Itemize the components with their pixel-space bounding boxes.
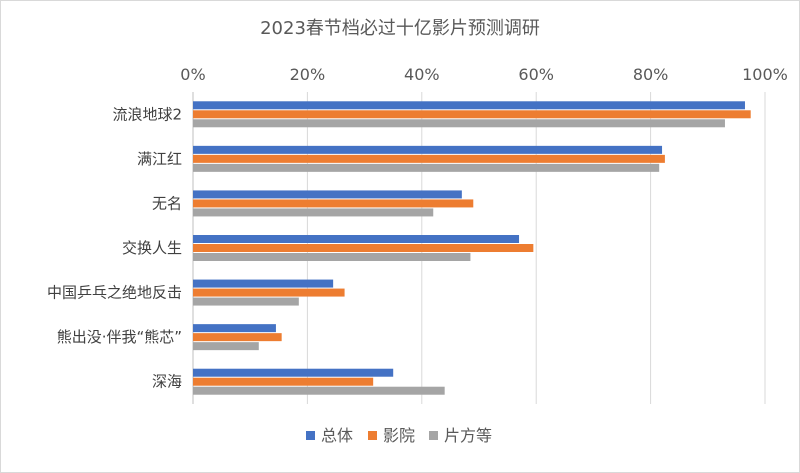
legend-label: 总体 <box>321 426 353 445</box>
x-axis-tick-labels: 0% 20% 40% 60% 80% 100% <box>180 65 788 84</box>
x-tick-label: 100% <box>742 65 788 84</box>
bar <box>193 279 334 288</box>
bar <box>193 235 520 243</box>
category-label: 熊出没·伴我“熊芯” <box>57 328 182 346</box>
bar <box>193 297 299 306</box>
x-tick-label: 20% <box>290 65 326 84</box>
bar <box>193 154 665 163</box>
bars <box>193 101 751 395</box>
bar <box>193 377 374 386</box>
x-tick-label: 0% <box>180 65 205 84</box>
category-label: 深海 <box>152 373 182 391</box>
bar <box>193 119 725 128</box>
legend-label: 片方等 <box>444 426 492 445</box>
bar <box>193 288 345 297</box>
bar <box>193 163 660 172</box>
x-tick-label: 40% <box>404 65 440 84</box>
gridlines <box>192 92 766 404</box>
bar <box>193 101 745 110</box>
bar <box>193 110 751 119</box>
x-tick-label: 80% <box>633 65 669 84</box>
x-tick-label: 60% <box>518 65 554 84</box>
bar <box>193 244 534 252</box>
bar <box>193 208 434 217</box>
chart-title: 2023春节档必过十亿影片预测调研 <box>260 18 540 39</box>
category-label: 无名 <box>152 194 182 212</box>
category-label: 流浪地球2 <box>112 105 182 123</box>
bar <box>193 368 394 377</box>
category-label: 满江红 <box>137 150 182 168</box>
bar <box>193 145 663 154</box>
legend-swatch <box>306 431 315 440</box>
category-label: 交换人生 <box>122 239 182 257</box>
bar <box>193 333 282 342</box>
category-label: 中国乒乓之绝地反击 <box>47 284 182 302</box>
legend-label: 影院 <box>383 426 415 445</box>
legend-swatch <box>429 431 438 440</box>
legend: 总体 影院 片方等 <box>306 426 492 445</box>
bar <box>193 190 462 199</box>
legend-swatch <box>368 431 377 440</box>
bar <box>193 253 471 261</box>
bar <box>193 386 445 395</box>
bar <box>193 324 276 333</box>
bar <box>193 342 259 351</box>
bar <box>193 199 474 208</box>
